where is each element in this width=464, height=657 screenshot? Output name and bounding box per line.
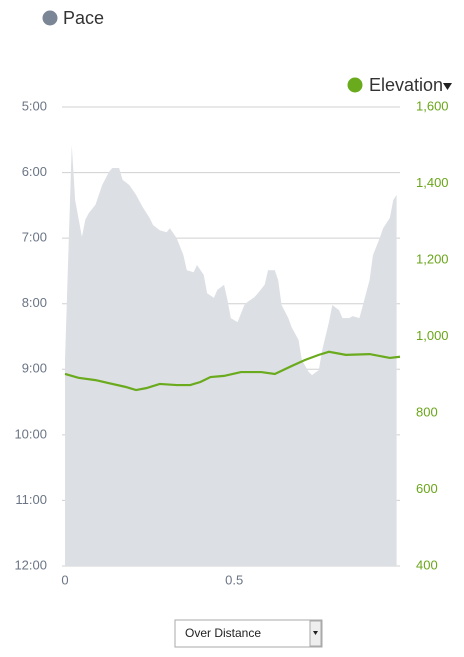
- x-tick-label: 0.5: [225, 572, 243, 587]
- y-tick-label: 7:00: [22, 230, 47, 245]
- x-tick-label: 0: [61, 572, 68, 587]
- y-tick-label: 12:00: [14, 557, 47, 572]
- select-arrow: [313, 631, 318, 635]
- y-tick-label: 11:00: [15, 492, 47, 507]
- y-tick-label: 10:00: [14, 426, 47, 441]
- y-tick-label: 9:00: [22, 361, 47, 376]
- y2-tick-label: 1,400: [416, 175, 449, 190]
- y2-tick-label: 1,600: [416, 98, 449, 113]
- pace-area: [65, 145, 397, 566]
- legend-label[interactable]: Elevation: [369, 75, 443, 95]
- legend-label[interactable]: Pace: [63, 8, 104, 28]
- y2-tick-label: 800: [416, 404, 438, 419]
- y-tick-label: 6:00: [22, 164, 47, 179]
- legend-marker[interactable]: [347, 77, 363, 93]
- y2-tick-label: 600: [416, 481, 438, 496]
- y-tick-label: 8:00: [22, 295, 47, 310]
- legend-marker[interactable]: [42, 10, 58, 26]
- y2-tick-label: 1,200: [416, 251, 449, 266]
- legend-dropdown-arrow[interactable]: [443, 83, 452, 90]
- view-select-label[interactable]: Over Distance: [185, 626, 261, 640]
- y2-tick-label: 400: [416, 557, 438, 572]
- y-tick-label: 5:00: [22, 98, 47, 113]
- view-select[interactable]: [174, 619, 323, 648]
- elevation-line: [64, 350, 401, 392]
- y2-tick-label: 1,000: [416, 328, 449, 343]
